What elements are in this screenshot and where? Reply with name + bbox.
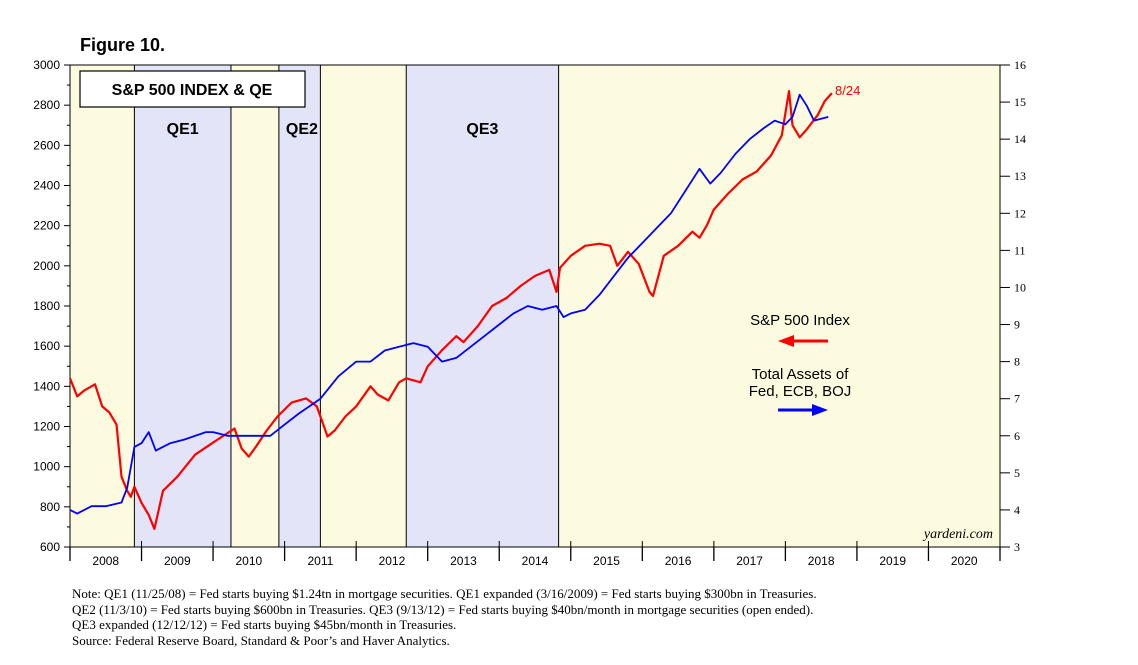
left-axis: 600 800 1000 1200 1400 1600 1800 2000 2200 2400 26… [33,58,70,554]
left-tick-label: 1000 [33,460,60,474]
period-band [406,65,559,547]
right-tick-label: 9 [1014,318,1020,332]
period-band [558,65,1000,547]
x-tick-label: 2019 [879,554,906,568]
right-tick-label: 6 [1014,429,1020,443]
right-tick-label: 3 [1014,540,1020,554]
left-tick-label: 2400 [33,179,60,193]
period-band [230,65,279,547]
note-line: Note: QE1 (11/25/08) = Fed starts buying… [72,586,817,601]
x-axis: 2008 2009 2010 2011 2012 2013 2014 2015 2016 2017… [69,541,1001,568]
footnotes: Note: QE1 (11/25/08) = Fed starts buying… [72,586,817,648]
watermark: yardeni.com [922,527,993,542]
x-tick-label: 2020 [951,554,978,568]
left-tick-label: 2200 [33,219,60,233]
end-date-label: 8/24 [835,83,860,98]
x-tick-label: 2013 [450,554,477,568]
right-tick-label: 11 [1014,243,1026,257]
qe-period-bands: QE1 QE2 QE3 [70,65,1000,547]
left-tick-label: 1400 [33,379,60,393]
chart-title: S&P 500 INDEX & QE [112,82,273,99]
right-tick-label: 16 [1014,58,1026,72]
legend-label-assets-1: Total Assets of [752,366,850,383]
period-band [134,65,231,547]
figure-title: Figure 10. [80,35,166,55]
period-label: QE1 [167,121,199,138]
x-tick-label: 2018 [808,554,835,568]
note-line: QE3 expanded (12/12/12) = Fed starts buy… [72,617,457,632]
period-label: QE2 [286,121,318,138]
left-tick-label: 800 [40,500,60,514]
period-band [320,65,407,547]
right-tick-label: 10 [1014,280,1026,294]
legend-arrow-right-head [812,404,828,416]
right-tick-label: 7 [1014,392,1020,406]
right-axis: 3 4 5 6 7 8 9 10 11 12 13 14 15 16 [1000,58,1026,554]
left-tick-label: 1600 [33,339,60,353]
period-label: QE3 [466,121,498,138]
x-tick-label: 2015 [593,554,620,568]
x-tick-label: 2017 [736,554,763,568]
x-tick-label: 2014 [522,554,549,568]
right-tick-label: 12 [1014,206,1026,220]
legend-label-sp500: S&P 500 Index [750,312,850,329]
left-tick-label: 600 [40,540,60,554]
right-tick-label: 15 [1014,95,1026,109]
period-band [278,65,321,547]
left-tick-label: 1800 [33,299,60,313]
left-tick-label: 2600 [33,138,60,152]
right-tick-label: 14 [1014,132,1026,146]
left-tick-label: 2800 [33,98,60,112]
total-assets-line [69,93,829,515]
left-tick-label: 1200 [33,420,60,434]
left-tick-label: 3000 [33,58,60,72]
note-line: QE2 (11/3/10) = Fed starts buying $600bn… [72,601,814,617]
legend-label-assets-2: Fed, ECB, BOJ [749,383,852,400]
sp500-line [68,89,833,531]
x-tick-label: 2010 [235,554,262,568]
right-tick-label: 4 [1014,503,1020,517]
chart-title-box: S&P 500 INDEX & QE [79,70,306,108]
series-lines [68,89,833,531]
left-tick-label: 2000 [33,259,60,273]
note-line: Source: Federal Reserve Board, Standard … [72,632,450,648]
x-tick-label: 2012 [379,554,406,568]
period-band [70,65,135,547]
right-tick-label: 13 [1014,169,1026,183]
x-tick-label: 2009 [164,554,191,568]
x-tick-label: 2016 [665,554,692,568]
legend-arrow-left-head [778,335,794,347]
right-tick-label: 5 [1014,466,1020,480]
chart: QE1 QE2 QE3 2008 2009 2010 2011 2012 2013 2014 20… [33,58,1026,568]
x-tick-label: 2011 [307,554,333,568]
right-tick-label: 8 [1014,355,1020,369]
x-tick-label: 2008 [92,554,119,568]
